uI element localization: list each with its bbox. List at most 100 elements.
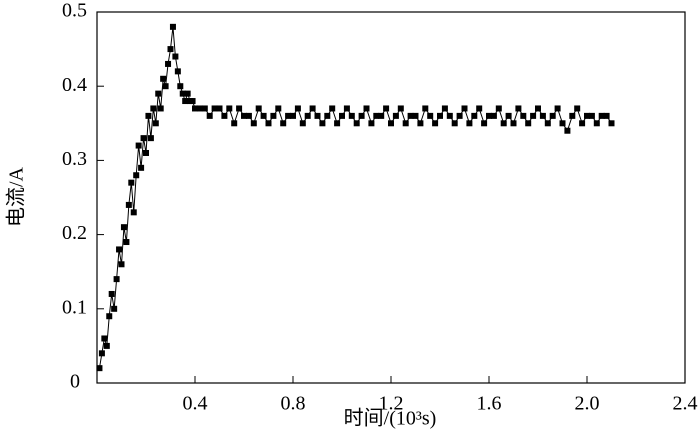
data-point: [196, 105, 203, 112]
data-point: [189, 98, 196, 105]
data-point: [456, 112, 463, 119]
data-point: [569, 112, 576, 119]
data-point: [140, 135, 147, 142]
data-point: [216, 105, 223, 112]
data-point: [106, 313, 113, 320]
x-tick-label: 0.4: [183, 393, 208, 415]
data-point: [353, 120, 360, 127]
x-tick-label: 0.8: [281, 393, 306, 415]
data-point: [174, 68, 181, 75]
data-point: [177, 83, 184, 90]
data-point: [111, 305, 118, 312]
data-point: [160, 75, 167, 82]
data-point: [441, 105, 448, 112]
data-point: [138, 164, 145, 171]
data-point: [598, 112, 605, 119]
data-point: [128, 179, 135, 186]
x-tick-label: 1.6: [477, 393, 502, 415]
data-point: [294, 105, 301, 112]
data-point: [427, 112, 434, 119]
data-point: [172, 53, 179, 60]
y-tick-label: 0.5: [62, 0, 87, 22]
data-point: [179, 90, 186, 97]
data-point: [201, 105, 208, 112]
data-point: [275, 105, 282, 112]
data-point: [368, 120, 375, 127]
data-point: [339, 112, 345, 119]
data-point: [417, 120, 424, 127]
data-point: [270, 112, 277, 119]
data-point: [221, 112, 228, 119]
x-tick-label: 1.2: [379, 393, 404, 415]
x-tick-label: 2.0: [575, 393, 600, 415]
data-point: [388, 120, 394, 127]
data-point: [260, 112, 267, 119]
data-point: [329, 105, 336, 112]
data-point: [103, 342, 110, 349]
data-point: [125, 201, 132, 208]
data-point: [334, 120, 341, 127]
data-point: [397, 105, 404, 112]
data-point: [113, 276, 120, 283]
data-point: [145, 112, 152, 119]
data-point: [471, 112, 478, 119]
data-point: [118, 261, 125, 268]
y-tick-label: 0.2: [62, 222, 87, 244]
data-point: [593, 120, 600, 127]
x-tick-label: 0: [70, 371, 80, 393]
data-point: [150, 105, 157, 112]
data-point: [392, 112, 399, 119]
data-point: [461, 105, 468, 112]
data-point: [608, 120, 615, 127]
data-point: [432, 120, 439, 127]
data-point: [123, 239, 130, 246]
data-point: [206, 112, 213, 119]
data-point: [152, 120, 159, 127]
data-point: [167, 46, 174, 53]
data-point: [500, 120, 507, 127]
data-point: [588, 112, 595, 119]
data-point: [530, 112, 537, 119]
data-point: [241, 112, 247, 119]
y-tick-label: 0.1: [62, 296, 87, 318]
data-point: [574, 105, 581, 112]
data-point: [236, 105, 243, 112]
data-point: [373, 112, 380, 119]
data-point: [549, 112, 556, 119]
data-point: [490, 112, 497, 119]
data-point: [147, 135, 154, 142]
data-point: [584, 112, 590, 119]
data-point: [358, 112, 365, 119]
x-axis-title: 时间/(10³s): [344, 407, 437, 430]
data-point: [280, 120, 287, 127]
data-point: [495, 105, 502, 112]
data-point: [324, 112, 331, 119]
data-point: [363, 105, 370, 112]
data-point: [559, 120, 566, 127]
data-point: [101, 335, 108, 342]
data-point: [120, 224, 127, 231]
data-point: [505, 112, 512, 119]
data-point: [304, 112, 311, 119]
data-point: [525, 120, 532, 127]
data-point: [169, 23, 176, 30]
data-point: [245, 112, 252, 119]
data-point: [515, 105, 522, 112]
data-point: [343, 105, 350, 112]
data-point: [255, 105, 262, 112]
data-point: [437, 112, 443, 119]
data-point: [165, 60, 172, 67]
data-point: [96, 365, 103, 372]
data-point: [133, 172, 140, 179]
data-point: [231, 120, 238, 127]
data-point: [544, 120, 551, 127]
plot-frame: [96, 11, 686, 384]
data-point: [383, 105, 390, 112]
data-point: [211, 105, 218, 112]
data-point: [476, 105, 483, 112]
data-point: [446, 112, 453, 119]
x-tick-label: 2.4: [673, 393, 698, 415]
data-point: [378, 112, 385, 119]
data-point: [520, 112, 527, 119]
data-point: [466, 120, 473, 127]
